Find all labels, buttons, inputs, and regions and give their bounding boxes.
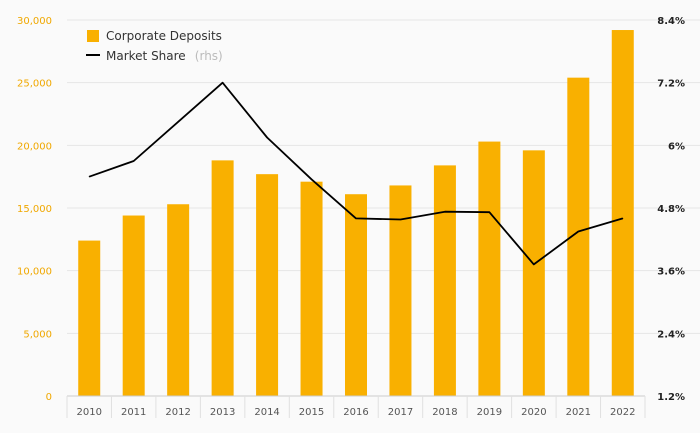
line-point-2016 <box>355 217 357 219</box>
x-tick-label: 2012 <box>165 407 190 418</box>
axes: 0 5,000 10,000 15,000 20,000 25,000 30,000 1.2%… <box>17 16 685 418</box>
y-right-tick-label: 1.2% <box>657 392 685 403</box>
line-point-2020 <box>533 263 535 265</box>
x-tick-label: 2010 <box>77 407 102 418</box>
bar-2011 <box>122 215 145 396</box>
line-point-2012 <box>177 121 179 123</box>
y-left-tick-label: 10,000 <box>17 267 52 278</box>
y-right-tick-label: 4.8% <box>657 204 685 215</box>
gridlines <box>67 19 700 334</box>
y-left-tick-label: 0 <box>46 392 52 403</box>
line-point-2021 <box>577 231 579 232</box>
bar-2013 <box>211 160 234 396</box>
bar-2018 <box>433 165 456 396</box>
line-point-2011 <box>133 160 135 162</box>
bar-2022 <box>611 30 634 396</box>
legend: Corporate Deposits Market Share (rhs) <box>86 29 223 64</box>
y-left-tick-label: 25,000 <box>17 79 52 90</box>
y-right-tick-label: 3.6% <box>657 267 685 278</box>
legend-label-market-share-suffix: (rhs) <box>195 49 223 63</box>
x-tick-label: 2022 <box>610 407 635 418</box>
line-point-2010 <box>88 176 90 178</box>
bar-2015 <box>300 181 323 396</box>
y-right-tick-label: 6% <box>668 141 685 152</box>
line-series-market-share <box>88 81 624 266</box>
legend-label-market-share: Market Share (rhs) <box>106 45 223 64</box>
bar-2017 <box>389 185 412 396</box>
y-left-tick-label: 30,000 <box>17 16 52 27</box>
y-right-tick-label: 8.4% <box>657 16 685 27</box>
bar-2020 <box>522 150 545 396</box>
legend-label-corporate-deposits: Corporate Deposits <box>106 29 222 43</box>
y-right-tick-label: 2.4% <box>657 329 685 340</box>
x-tick-label: 2014 <box>254 407 279 418</box>
x-tick-label: 2016 <box>343 407 368 418</box>
legend-label-market-share-name: Market Share <box>106 49 186 63</box>
y-right-tick-label: 7.2% <box>657 79 685 90</box>
line-point-2015 <box>311 178 313 180</box>
x-tick-label: 2020 <box>521 407 546 418</box>
bar-series-corporate-deposits <box>78 30 634 397</box>
bar-2010 <box>78 240 101 396</box>
x-tick-label: 2017 <box>388 407 413 418</box>
x-tick-label: 2013 <box>210 407 235 418</box>
line-point-2018 <box>444 211 446 213</box>
y-left-tick-label: 15,000 <box>17 204 52 215</box>
x-tick-label: 2021 <box>566 407 591 418</box>
line-point-2017 <box>399 218 401 220</box>
line-point-2014 <box>266 137 268 138</box>
bar-2016 <box>345 194 367 396</box>
x-tick-label: 2015 <box>299 407 324 418</box>
bar-2021 <box>567 77 590 397</box>
legend-swatch-corporate-deposits <box>87 30 99 42</box>
y-left-tick-label: 5,000 <box>23 329 52 340</box>
bar-2014 <box>256 174 279 396</box>
x-tick-label: 2018 <box>432 407 457 418</box>
bar-2019 <box>478 141 501 396</box>
line-point-2013 <box>222 82 224 84</box>
line-point-2022 <box>622 217 624 219</box>
bar-2012 <box>167 204 190 396</box>
y-left-tick-label: 20,000 <box>17 141 52 152</box>
x-tick-label: 2019 <box>477 407 502 418</box>
line-point-2019 <box>488 211 490 213</box>
x-tick-label: 2011 <box>121 407 146 418</box>
